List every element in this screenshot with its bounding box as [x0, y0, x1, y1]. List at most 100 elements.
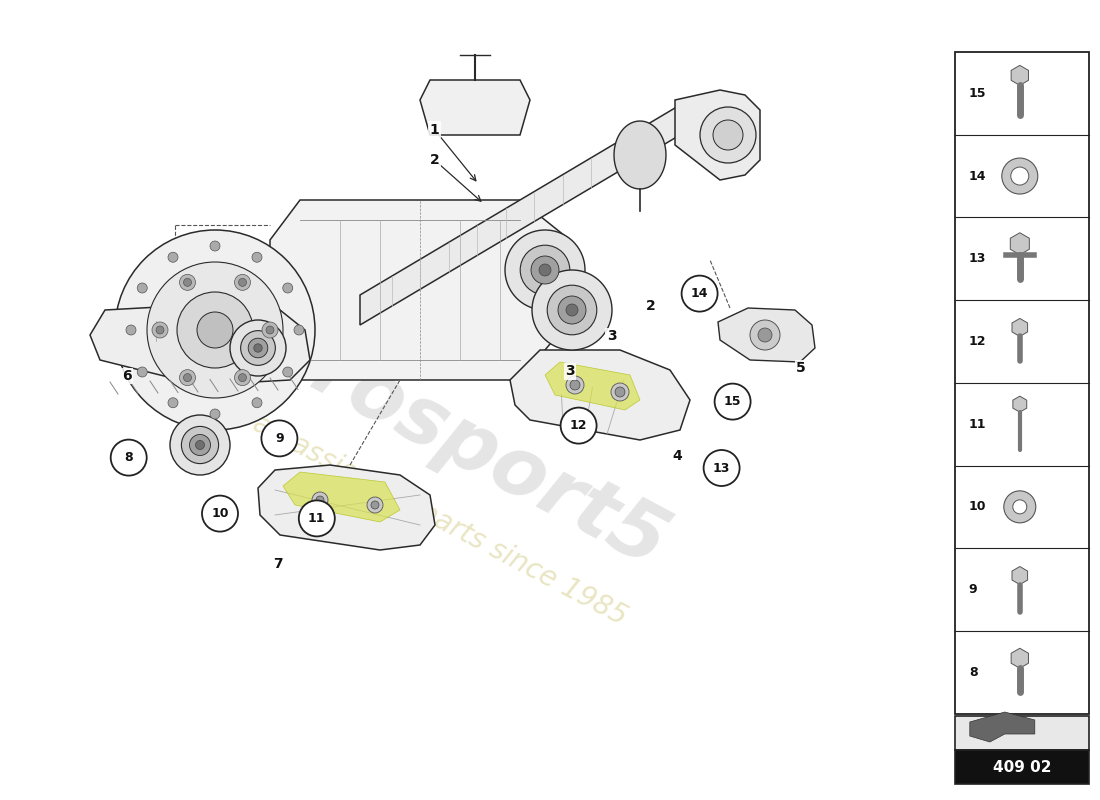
Circle shape — [184, 278, 191, 286]
Text: 12: 12 — [570, 419, 587, 432]
Circle shape — [189, 434, 210, 455]
Circle shape — [177, 292, 253, 368]
Circle shape — [283, 367, 293, 377]
Circle shape — [715, 384, 750, 419]
Circle shape — [294, 325, 304, 335]
Circle shape — [615, 387, 625, 397]
Circle shape — [750, 320, 780, 350]
Circle shape — [682, 275, 717, 312]
Circle shape — [230, 320, 286, 376]
Circle shape — [182, 426, 219, 464]
Circle shape — [179, 370, 196, 386]
Circle shape — [570, 380, 580, 390]
Circle shape — [168, 252, 178, 262]
Circle shape — [520, 245, 570, 295]
Circle shape — [252, 252, 262, 262]
Text: 14: 14 — [691, 287, 708, 300]
Circle shape — [197, 312, 233, 348]
Circle shape — [531, 256, 559, 284]
Text: 1: 1 — [430, 122, 439, 137]
Circle shape — [111, 440, 146, 475]
Circle shape — [210, 241, 220, 251]
Text: 5: 5 — [796, 361, 805, 375]
Circle shape — [262, 421, 297, 456]
Text: 12: 12 — [969, 335, 987, 348]
Text: 14: 14 — [969, 170, 987, 182]
Circle shape — [156, 326, 164, 334]
Circle shape — [758, 328, 772, 342]
Text: 15: 15 — [969, 87, 987, 100]
Circle shape — [138, 283, 147, 293]
Text: 8: 8 — [124, 451, 133, 464]
Circle shape — [239, 374, 246, 382]
Polygon shape — [955, 52, 1089, 714]
Circle shape — [1004, 491, 1036, 523]
Circle shape — [547, 286, 597, 334]
Circle shape — [202, 495, 238, 532]
Polygon shape — [955, 750, 1089, 784]
Text: 6: 6 — [122, 369, 131, 383]
Polygon shape — [510, 350, 690, 440]
Circle shape — [126, 325, 136, 335]
Circle shape — [234, 274, 251, 290]
Text: 11: 11 — [308, 512, 326, 525]
Circle shape — [367, 497, 383, 513]
Circle shape — [252, 398, 262, 408]
Polygon shape — [360, 105, 680, 325]
Circle shape — [1013, 500, 1026, 514]
Polygon shape — [1013, 396, 1026, 412]
Circle shape — [312, 492, 328, 508]
Polygon shape — [420, 80, 530, 135]
Polygon shape — [1012, 566, 1027, 585]
Circle shape — [266, 326, 274, 334]
Circle shape — [116, 230, 315, 430]
Text: 13: 13 — [713, 462, 730, 474]
Circle shape — [299, 501, 334, 537]
Polygon shape — [258, 465, 434, 550]
Polygon shape — [1012, 318, 1027, 337]
Text: 409 02: 409 02 — [992, 759, 1052, 774]
Circle shape — [566, 376, 584, 394]
Circle shape — [168, 398, 178, 408]
Circle shape — [239, 278, 246, 286]
Polygon shape — [270, 200, 570, 380]
Circle shape — [254, 344, 262, 352]
Polygon shape — [955, 716, 1089, 750]
Circle shape — [371, 501, 380, 509]
Circle shape — [561, 407, 596, 443]
Text: 7: 7 — [274, 557, 283, 571]
Circle shape — [152, 322, 168, 338]
Circle shape — [316, 496, 324, 504]
Circle shape — [1011, 167, 1028, 185]
Text: 13: 13 — [969, 252, 987, 266]
Circle shape — [283, 283, 293, 293]
Circle shape — [249, 338, 267, 358]
Text: eurosport5: eurosport5 — [200, 280, 680, 584]
Circle shape — [539, 264, 551, 276]
Circle shape — [532, 270, 612, 350]
Circle shape — [700, 107, 756, 163]
Circle shape — [138, 367, 147, 377]
Circle shape — [234, 370, 251, 386]
Text: 2: 2 — [430, 153, 439, 167]
Text: 10: 10 — [969, 500, 987, 514]
Circle shape — [713, 120, 743, 150]
Polygon shape — [90, 305, 310, 385]
Polygon shape — [675, 90, 760, 180]
Polygon shape — [1010, 233, 1030, 254]
Text: 3: 3 — [565, 364, 574, 378]
Text: 10: 10 — [211, 507, 229, 520]
Text: a passion for parts since 1985: a passion for parts since 1985 — [249, 409, 631, 631]
Polygon shape — [1011, 648, 1028, 668]
Polygon shape — [970, 712, 1035, 742]
Circle shape — [1002, 158, 1037, 194]
Circle shape — [196, 441, 205, 450]
Circle shape — [179, 274, 196, 290]
Circle shape — [704, 450, 739, 486]
Circle shape — [210, 409, 220, 419]
Polygon shape — [718, 308, 815, 362]
Text: 3: 3 — [607, 329, 616, 343]
Text: 9: 9 — [969, 583, 978, 596]
Circle shape — [147, 262, 283, 398]
Text: 4: 4 — [673, 449, 682, 463]
